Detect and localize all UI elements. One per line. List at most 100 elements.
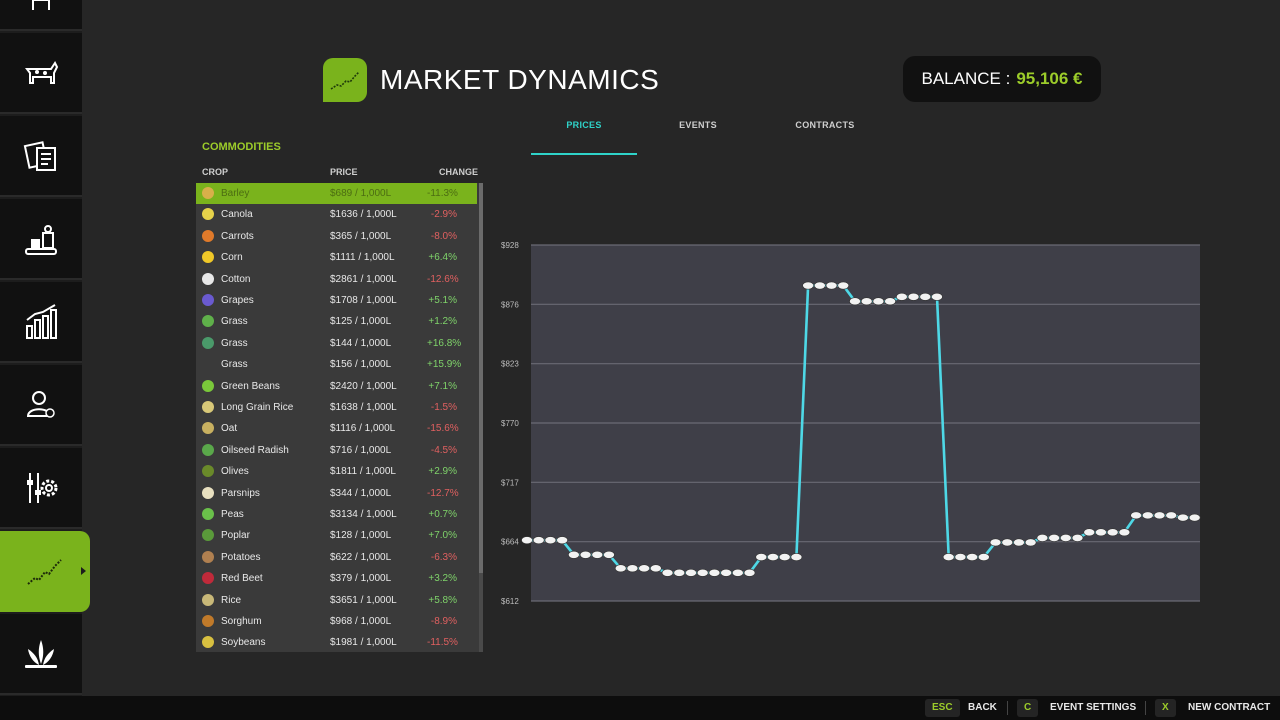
commodity-row[interactable]: Grass $125 / 1,000L +1.2% xyxy=(196,311,477,332)
data-point[interactable] xyxy=(802,281,814,290)
commodity-row[interactable]: Corn $1111 / 1,000L +6.4% xyxy=(196,247,477,268)
data-point[interactable] xyxy=(1153,511,1166,520)
data-point[interactable] xyxy=(544,536,557,545)
sidebar-item-crops[interactable] xyxy=(0,614,82,695)
sidebar-item-contracts[interactable] xyxy=(0,116,82,197)
data-point[interactable] xyxy=(767,553,779,561)
data-point[interactable] xyxy=(673,568,686,577)
commodity-row[interactable]: Grass $144 / 1,000L +16.8% xyxy=(196,333,477,354)
data-point[interactable] xyxy=(568,550,580,559)
data-point[interactable] xyxy=(1106,528,1119,537)
data-point[interactable] xyxy=(1001,538,1014,547)
commodity-row[interactable]: Carrots $365 / 1,000L -8.0% xyxy=(196,226,477,247)
commodity-row[interactable]: Canola $1636 / 1,000L -2.9% xyxy=(196,204,477,225)
data-point[interactable] xyxy=(989,538,1002,547)
data-point[interactable] xyxy=(521,536,533,545)
data-point[interactable] xyxy=(696,568,709,577)
data-point[interactable] xyxy=(591,550,604,559)
y-tick-label: $823 xyxy=(501,360,519,369)
commodity-row[interactable]: Parsnips $344 / 1,000L -12.7% xyxy=(196,483,477,504)
data-point[interactable] xyxy=(1083,528,1096,537)
data-point[interactable] xyxy=(1060,534,1072,542)
data-point[interactable] xyxy=(884,297,896,306)
data-point[interactable] xyxy=(1188,513,1201,522)
data-point[interactable] xyxy=(931,292,943,301)
sidebar-item-market-dynamics[interactable] xyxy=(0,531,90,612)
data-point[interactable] xyxy=(603,550,615,559)
data-point[interactable] xyxy=(614,564,627,573)
commodity-name: Poplar xyxy=(221,530,250,542)
data-point[interactable] xyxy=(1095,528,1107,537)
commodity-row[interactable]: Oilseed Radish $716 / 1,000L -4.5% xyxy=(196,440,477,461)
commodity-row[interactable]: Cotton $2861 / 1,000L -12.6% xyxy=(196,269,477,290)
sidebar-item-production[interactable] xyxy=(0,199,82,280)
data-point[interactable] xyxy=(743,568,756,577)
data-point[interactable] xyxy=(942,553,955,561)
data-point[interactable] xyxy=(685,568,697,577)
data-point[interactable] xyxy=(1024,538,1037,547)
data-point[interactable] xyxy=(579,550,592,559)
data-point[interactable] xyxy=(732,568,744,577)
data-point[interactable] xyxy=(1118,528,1131,537)
commodity-row[interactable]: Long Grain Rice $1638 / 1,000L -1.5% xyxy=(196,397,477,418)
data-point[interactable] xyxy=(954,553,967,561)
sidebar-item-livestock[interactable] xyxy=(0,33,82,114)
sidebar-item-calendar[interactable] xyxy=(0,0,82,31)
data-point[interactable] xyxy=(1142,511,1154,520)
data-point[interactable] xyxy=(790,553,803,561)
commodity-row[interactable]: Sorghum $968 / 1,000L -8.9% xyxy=(196,611,477,632)
data-point[interactable] xyxy=(755,553,768,561)
data-point[interactable] xyxy=(661,568,674,577)
data-point[interactable] xyxy=(907,292,920,301)
data-point[interactable] xyxy=(1013,538,1025,547)
new-contract-action[interactable]: NEW CONTRACT xyxy=(1188,702,1271,713)
data-point[interactable] xyxy=(1130,511,1142,520)
data-point[interactable] xyxy=(1071,534,1084,542)
commodity-row[interactable]: Potatoes $622 / 1,000L -6.3% xyxy=(196,547,477,568)
commodity-row[interactable]: Grapes $1708 / 1,000L +5.1% xyxy=(196,290,477,311)
data-point[interactable] xyxy=(720,568,732,577)
commodity-row[interactable]: Grass $156 / 1,000L +15.9% xyxy=(196,354,477,375)
data-point[interactable] xyxy=(532,536,545,545)
data-point[interactable] xyxy=(896,292,908,301)
data-point[interactable] xyxy=(650,564,662,573)
commodity-list-scrollbar[interactable] xyxy=(479,183,483,652)
commodity-row[interactable]: Peas $3134 / 1,000L +0.7% xyxy=(196,504,477,525)
data-point[interactable] xyxy=(837,281,850,290)
data-point[interactable] xyxy=(626,564,639,573)
data-point[interactable] xyxy=(860,297,873,306)
commodity-row[interactable]: Oat $1116 / 1,000L -15.6% xyxy=(196,418,477,439)
data-point[interactable] xyxy=(1165,511,1178,520)
sidebar-item-finance[interactable] xyxy=(0,365,82,446)
commodity-row[interactable]: Green Beans $2420 / 1,000L +7.1% xyxy=(196,376,477,397)
tab-prices[interactable]: PRICES xyxy=(566,120,602,130)
data-point[interactable] xyxy=(849,297,861,306)
data-point[interactable] xyxy=(778,553,791,561)
commodity-row[interactable]: Red Beet $379 / 1,000L +3.2% xyxy=(196,568,477,589)
commodity-row[interactable]: Poplar $128 / 1,000L +7.0% xyxy=(196,525,477,546)
data-point[interactable] xyxy=(1177,513,1189,522)
sidebar-item-settings[interactable] xyxy=(0,448,82,529)
data-point[interactable] xyxy=(919,292,932,301)
sidebar-item-statistics[interactable] xyxy=(0,282,82,363)
data-point[interactable] xyxy=(708,568,721,577)
data-point[interactable] xyxy=(814,281,826,290)
event-settings-action[interactable]: EVENT SETTINGS xyxy=(1050,702,1137,713)
data-point[interactable] xyxy=(638,564,650,573)
data-point[interactable] xyxy=(978,553,990,561)
commodity-row[interactable]: Olives $1811 / 1,000L +2.9% xyxy=(196,461,477,482)
commodity-row[interactable]: Rice $3651 / 1,000L +5.8% xyxy=(196,590,477,611)
olives-icon xyxy=(202,465,214,478)
tab-contracts[interactable]: CONTRACTS xyxy=(795,120,855,130)
back-action[interactable]: BACK xyxy=(968,702,997,713)
data-point[interactable] xyxy=(872,297,885,306)
scrollbar-thumb[interactable] xyxy=(479,183,483,573)
data-point[interactable] xyxy=(556,536,568,545)
commodity-row[interactable]: Barley $689 / 1,000L -11.3% xyxy=(196,183,477,204)
commodity-row[interactable]: Soybeans $1981 / 1,000L -11.5% xyxy=(196,632,477,652)
data-point[interactable] xyxy=(825,281,838,290)
data-point[interactable] xyxy=(1048,534,1060,542)
tab-events[interactable]: EVENTS xyxy=(679,120,717,130)
data-point[interactable] xyxy=(966,553,978,561)
data-point[interactable] xyxy=(1036,534,1049,542)
